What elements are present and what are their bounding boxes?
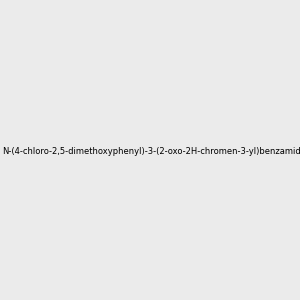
Text: N-(4-chloro-2,5-dimethoxyphenyl)-3-(2-oxo-2H-chromen-3-yl)benzamide: N-(4-chloro-2,5-dimethoxyphenyl)-3-(2-ox…	[2, 147, 300, 156]
